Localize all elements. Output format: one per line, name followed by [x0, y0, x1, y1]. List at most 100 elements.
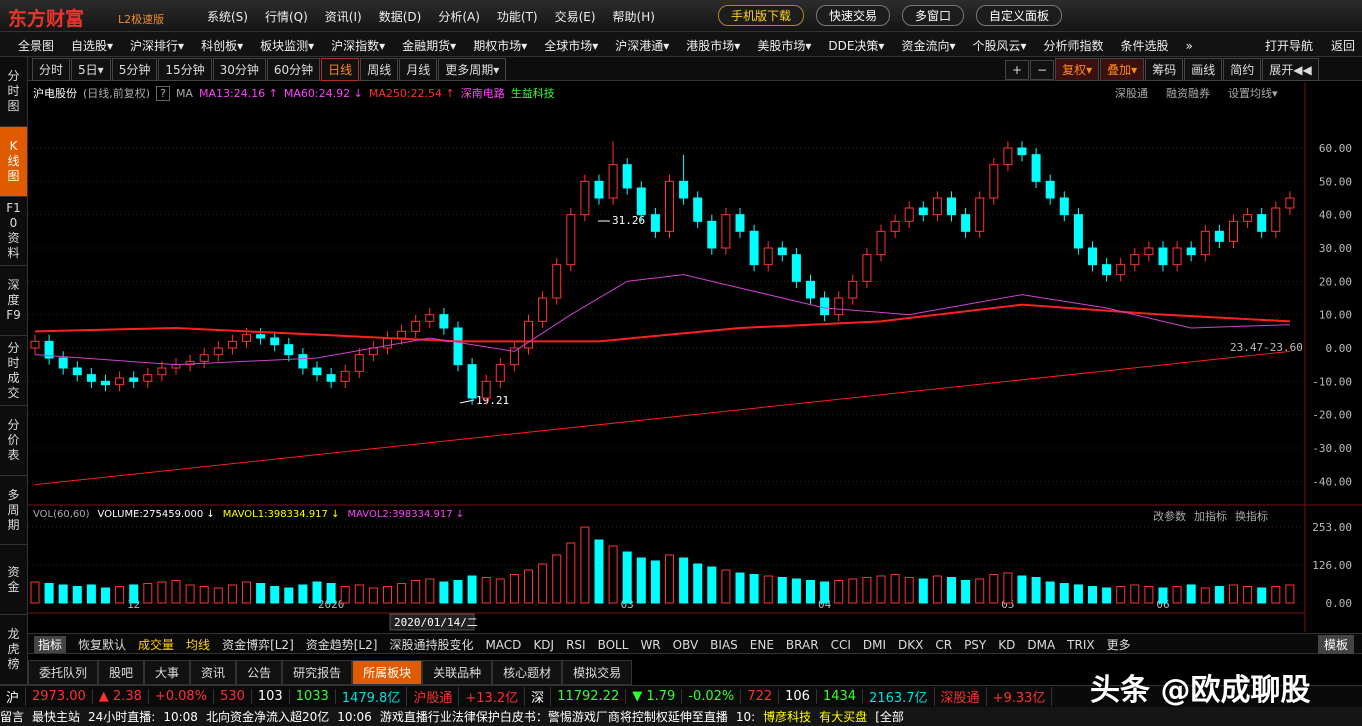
menu-item[interactable]: 分析(A)	[438, 10, 480, 24]
tab[interactable]: 公告	[236, 660, 283, 685]
menu-item[interactable]: 帮助(H)	[612, 10, 655, 24]
indicator[interactable]: 深股通持股变化	[389, 638, 474, 652]
tool-button[interactable]: −	[1030, 59, 1055, 80]
menu-item[interactable]: 数据(D)	[378, 10, 422, 24]
info-link[interactable]: 设置均线▾	[1228, 87, 1278, 100]
menu-item[interactable]: 功能(T)	[496, 10, 538, 24]
info-link[interactable]: 融资融券	[1166, 87, 1210, 100]
tab[interactable]: 核心题材	[492, 660, 563, 685]
indicator[interactable]: BOLL	[597, 637, 629, 652]
toolbar-button[interactable]: 自定义面板	[976, 5, 1063, 26]
indicator[interactable]: 均线	[186, 638, 211, 652]
nav-item[interactable]: 科创板▾	[201, 39, 244, 53]
indicator[interactable]: ENE	[749, 637, 774, 652]
indicator[interactable]: OBV	[672, 637, 699, 652]
tab[interactable]: 模拟交易	[562, 660, 633, 685]
volume-tool[interactable]: 加指标	[1194, 510, 1227, 523]
tool-button[interactable]: 展开◀◀	[1262, 58, 1319, 81]
nav-item[interactable]: 沪深排行▾	[130, 39, 185, 53]
toolbar-button[interactable]: 多窗口	[902, 5, 965, 26]
indicator[interactable]: BIAS	[710, 637, 738, 652]
side-tab[interactable]: 分时图	[0, 57, 27, 127]
tool-button[interactable]: 叠加▾	[1100, 58, 1145, 81]
nav-item[interactable]: 个股风云▾	[972, 39, 1027, 53]
nav-item[interactable]: 美股市场▾	[757, 39, 812, 53]
period-button[interactable]: 30分钟	[212, 58, 266, 81]
tab[interactable]: 大事	[144, 660, 191, 685]
indicator[interactable]: 资金博弈[L2]	[222, 638, 294, 652]
tab[interactable]: 研究报告	[282, 660, 353, 685]
period-button[interactable]: 5分钟	[111, 58, 158, 81]
period-button[interactable]: 日线	[321, 58, 360, 81]
indicator[interactable]: KD	[998, 637, 1016, 652]
menu-item[interactable]: 资讯(I)	[324, 10, 362, 24]
nav-item[interactable]: 分析师指数	[1043, 39, 1104, 53]
side-tab[interactable]: 龙虎榜	[0, 615, 27, 686]
indicator[interactable]: TRIX	[1067, 637, 1095, 652]
nav-item[interactable]: »	[1185, 38, 1193, 53]
tab[interactable]: 所属板块	[352, 660, 423, 685]
indicator[interactable]: DMI	[862, 637, 886, 652]
nav-item[interactable]: 资金流向▾	[901, 39, 956, 53]
nav-item[interactable]: 期权市场▾	[473, 39, 528, 53]
side-tab[interactable]: K线图	[0, 126, 27, 197]
tab[interactable]: 关联品种	[422, 660, 493, 685]
tab[interactable]: 资讯	[190, 660, 237, 685]
help[interactable]: ?	[156, 85, 170, 101]
indicator[interactable]: CCI	[830, 637, 851, 652]
nav-item[interactable]: 金融期货▾	[402, 39, 457, 53]
side-tab[interactable]: 分价表	[0, 406, 27, 476]
template-button[interactable]: 模板	[1318, 635, 1355, 654]
side-tab[interactable]: 多周期	[0, 476, 27, 546]
tool-button[interactable]: +	[1005, 59, 1030, 80]
indicator[interactable]: DMA	[1027, 637, 1056, 652]
nav-item[interactable]: 全球市场▾	[544, 39, 599, 53]
period-button[interactable]: 周线	[360, 58, 399, 81]
volume-tool[interactable]: 改参数	[1153, 510, 1186, 523]
period-button[interactable]: 分时	[32, 58, 71, 81]
tool-button[interactable]: 画线	[1184, 58, 1223, 81]
indicator[interactable]: WR	[640, 637, 661, 652]
menu-item[interactable]: 系统(S)	[207, 10, 248, 24]
indicator[interactable]: MACD	[485, 637, 522, 652]
nav-item[interactable]: DDE决策▾	[828, 39, 885, 53]
tab[interactable]: 股吧	[98, 660, 145, 685]
period-button[interactable]: 15分钟	[158, 58, 212, 81]
info-link[interactable]: 深股通	[1115, 87, 1148, 100]
period-button[interactable]: 5日▾	[71, 58, 111, 81]
nav-item[interactable]: 沪深指数▾	[331, 39, 386, 53]
nav-item[interactable]: 打开导航	[1265, 39, 1314, 53]
indicator[interactable]: 资金趋势[L2]	[305, 638, 378, 652]
tab[interactable]: 委托队列	[28, 660, 99, 685]
tool-button[interactable]: 复权▾	[1055, 58, 1100, 81]
period-button[interactable]: 月线	[399, 58, 438, 81]
side-tab[interactable]: 资金	[0, 545, 27, 616]
period-button[interactable]: 更多周期▾	[438, 58, 507, 81]
indicator[interactable]: 更多	[1106, 638, 1131, 652]
tool-button[interactable]: 筹码	[1145, 58, 1184, 81]
period-button[interactable]: 60分钟	[266, 58, 321, 81]
nav-item[interactable]: 全景图	[18, 39, 55, 53]
nav-item[interactable]: 返回	[1331, 39, 1356, 53]
volume-tool[interactable]: 换指标	[1235, 510, 1268, 523]
side-tab[interactable]: 深度F9	[0, 266, 27, 337]
indicator[interactable]: BRAR	[785, 637, 819, 652]
menu-item[interactable]: 交易(E)	[554, 10, 596, 24]
nav-item[interactable]: 板块监测▾	[260, 39, 315, 53]
indicator[interactable]: KDJ	[533, 637, 555, 652]
side-tab[interactable]: F10资料	[0, 197, 27, 267]
nav-item[interactable]: 条件选股	[1120, 39, 1169, 53]
nav-item[interactable]: 自选股▾	[71, 39, 114, 53]
indicator[interactable]: RSI	[566, 637, 586, 652]
nav-item[interactable]: 沪深港通▾	[615, 39, 670, 53]
indicator[interactable]: CR	[935, 637, 953, 652]
menu-item[interactable]: 行情(Q)	[264, 10, 308, 24]
indicator[interactable]: 恢复默认	[78, 638, 127, 652]
nav-item[interactable]: 港股市场▾	[686, 39, 741, 53]
indicator[interactable]: DKX	[898, 637, 924, 652]
tool-button[interactable]: 简约	[1223, 58, 1262, 81]
toolbar-button[interactable]: 快速交易	[816, 5, 891, 26]
indicator[interactable]: 成交量	[138, 638, 175, 652]
toolbar-button[interactable]: 手机版下载	[718, 5, 805, 26]
indicator[interactable]: PSY	[964, 637, 987, 652]
